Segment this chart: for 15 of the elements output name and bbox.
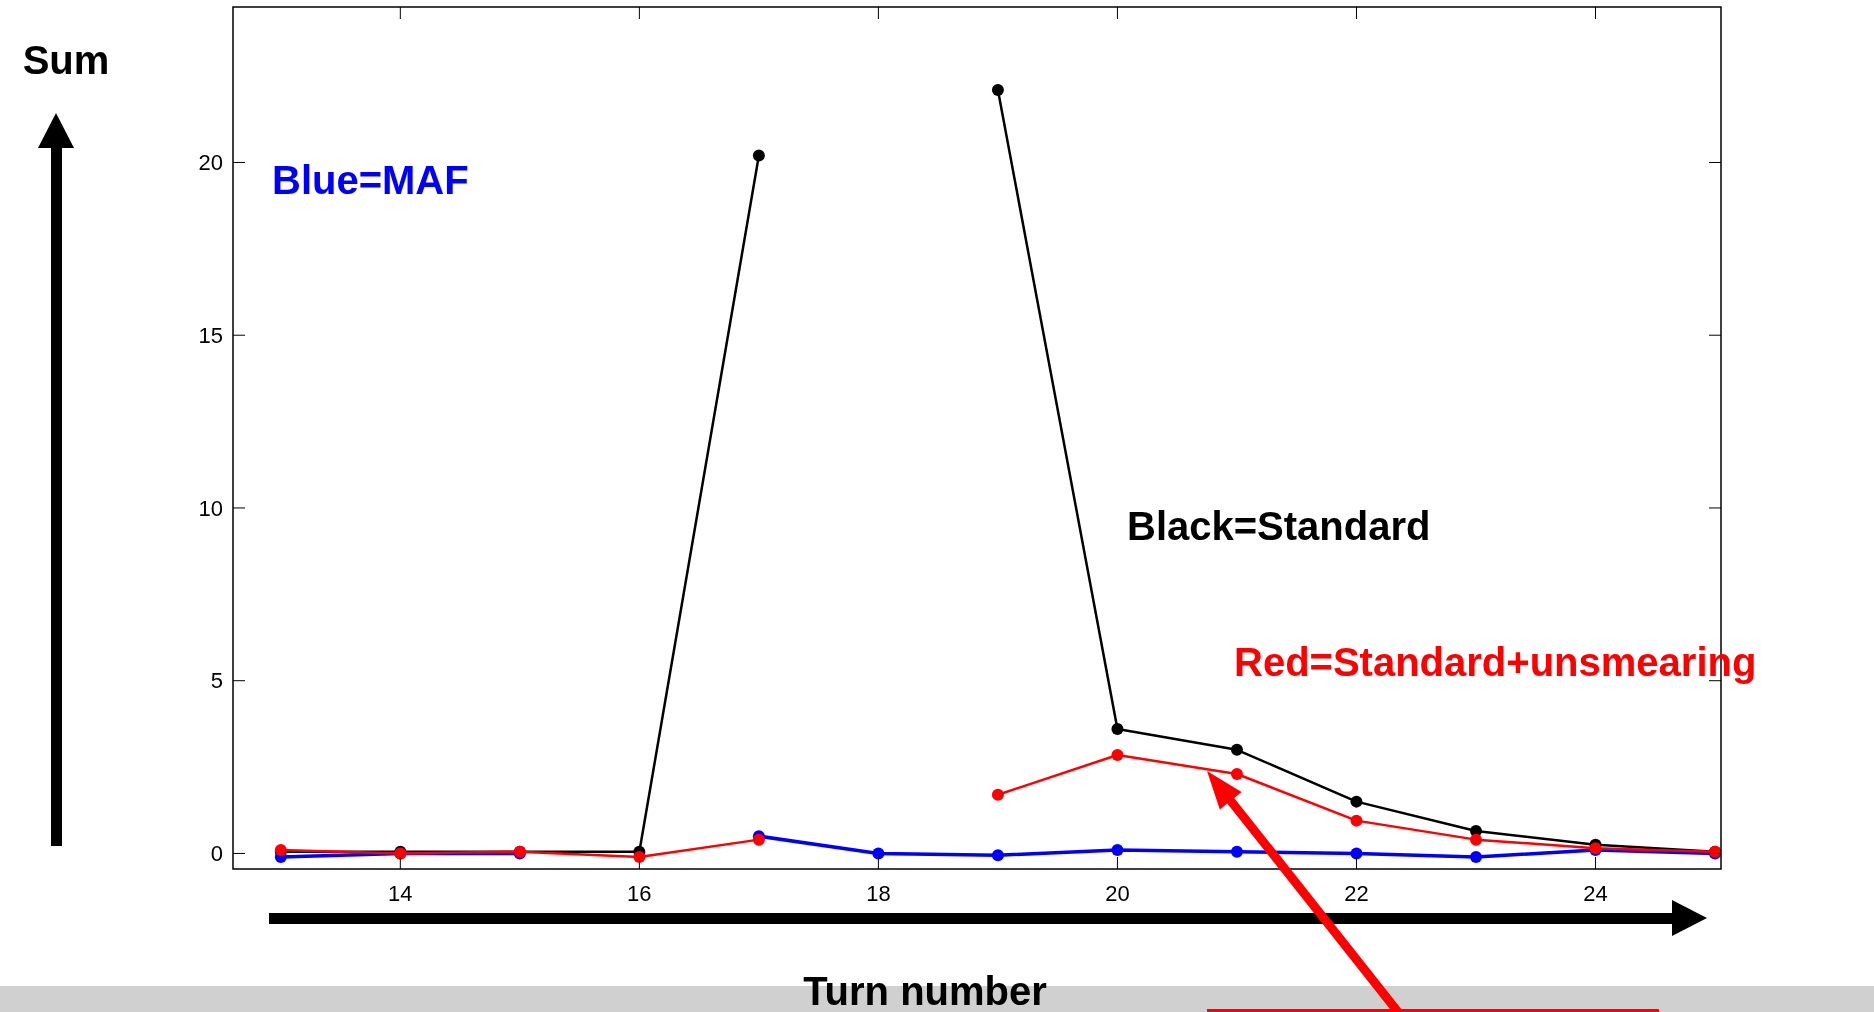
y-tick-label: 15	[198, 322, 223, 348]
x-axis-title: Turn number	[803, 969, 1047, 1012]
series-label: Black=Standard	[1127, 504, 1431, 548]
x-tick-label: 16	[627, 881, 652, 906]
y-tick-label: 20	[198, 150, 223, 176]
x-tick-label: 18	[866, 881, 891, 906]
text: Blue=MAF	[272, 158, 469, 202]
y-tick-label: 5	[210, 668, 223, 694]
y-tick-label: 0	[210, 841, 223, 867]
x-tick-label: 22	[1344, 881, 1369, 906]
y-tick-label: 10	[198, 495, 223, 521]
y-axis-title: Sum	[22, 38, 110, 82]
x-tick-label: 24	[1583, 881, 1608, 906]
x-tick-label: 14	[388, 881, 413, 906]
x-tick-label: 20	[1105, 881, 1130, 906]
